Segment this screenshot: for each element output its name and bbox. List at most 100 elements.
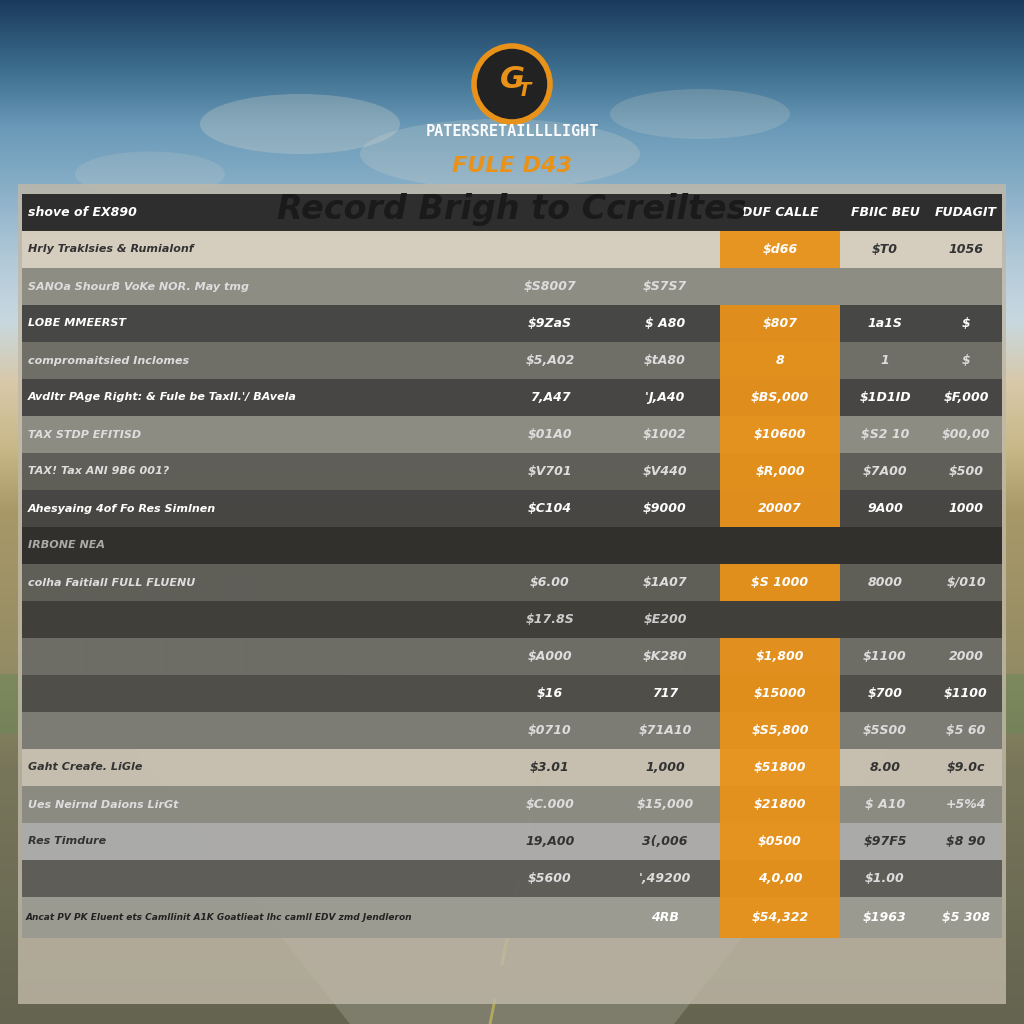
Bar [720,897,840,938]
Text: $A000: $A000 [527,650,572,663]
Bar [22,194,1002,231]
Text: compromaitsied Inclomes: compromaitsied Inclomes [28,355,189,366]
Text: $S5,800: $S5,800 [752,724,809,737]
Bar [22,268,1002,305]
Bar [22,490,1002,527]
Text: 1,000: 1,000 [645,761,685,774]
Text: $tA80: $tA80 [644,354,686,367]
Bar [720,490,840,527]
Text: 'J,A40: 'J,A40 [645,391,685,404]
Bar [720,675,840,712]
Text: $S7S7: $S7S7 [643,280,687,293]
Bar [22,675,1002,712]
Bar [720,453,840,490]
Circle shape [474,46,550,122]
Text: 2000: 2000 [948,650,983,663]
Text: 8: 8 [775,354,784,367]
Ellipse shape [200,94,400,154]
Text: Avdltr PAge Right: & Fule be TaxIl.'/ BAvela: Avdltr PAge Right: & Fule be TaxIl.'/ BA… [28,392,297,402]
Bar [0,674,350,734]
Text: Gaht Creafe. LiGle: Gaht Creafe. LiGle [28,763,142,772]
Text: $ A80: $ A80 [645,317,685,330]
Text: $9000: $9000 [643,502,687,515]
Text: Ahesyaing 4of Fo Res Simlnen: Ahesyaing 4of Fo Res Simlnen [28,504,216,513]
Text: 20007: 20007 [758,502,802,515]
Text: $6.00: $6.00 [530,575,570,589]
Text: $S2 10: $S2 10 [861,428,909,441]
Text: Hrly Traklsies & Rumialonf: Hrly Traklsies & Rumialonf [28,245,194,255]
Text: 1: 1 [881,354,890,367]
FancyBboxPatch shape [18,184,1006,1004]
Text: FBIIC BEU: FBIIC BEU [851,206,920,219]
Polygon shape [74,674,950,1024]
Text: $00,00: $00,00 [942,428,990,441]
Text: $1,800: $1,800 [756,650,804,663]
Text: $T0: $T0 [872,243,898,256]
Text: shove of EX890: shove of EX890 [28,206,137,219]
Text: 1000: 1000 [948,502,983,515]
Text: $d66: $d66 [763,243,798,256]
Text: Record Brigh to Ccreiltes: Record Brigh to Ccreiltes [278,193,746,225]
Text: $1100: $1100 [944,687,988,700]
Text: $807: $807 [763,317,798,330]
Bar [22,601,1002,638]
Bar [720,305,840,342]
Text: 4,0,00: 4,0,00 [758,872,802,885]
Text: $1002: $1002 [643,428,687,441]
Text: $3.01: $3.01 [530,761,570,774]
Text: $15,000: $15,000 [636,798,693,811]
Text: DUF CALLE: DUF CALLE [741,206,818,219]
Text: colha Faitiall FULL FLUENU: colha Faitiall FULL FLUENU [28,578,196,588]
Text: SANOa ShourB VoKe NOR. May tmg: SANOa ShourB VoKe NOR. May tmg [28,282,249,292]
Text: $0710: $0710 [528,724,571,737]
Text: 1056: 1056 [948,243,983,256]
Text: $7A00: $7A00 [862,465,907,478]
Text: $C.000: $C.000 [525,798,574,811]
Text: $V701: $V701 [527,465,572,478]
Text: $15000: $15000 [754,687,806,700]
Bar [22,527,1002,564]
Text: G: G [500,66,524,94]
Bar [22,823,1002,860]
Text: 717: 717 [652,687,678,700]
Bar [674,674,1024,734]
Text: 7,A47: 7,A47 [529,391,570,404]
Text: $5 60: $5 60 [946,724,986,737]
Text: $C104: $C104 [528,502,572,515]
Text: $: $ [962,354,971,367]
Text: +5%4: +5%4 [946,798,986,811]
Bar [22,342,1002,379]
Text: Ues Neirnd Daions LirGt: Ues Neirnd Daions LirGt [28,800,178,810]
Bar [720,342,840,379]
Text: ',49200: ',49200 [639,872,691,885]
Text: $51800: $51800 [754,761,806,774]
Text: $1.00: $1.00 [865,872,905,885]
Text: 1a1S: 1a1S [867,317,902,330]
Text: LOBE MMEERST: LOBE MMEERST [28,318,126,329]
Bar [22,786,1002,823]
Text: $97F5: $97F5 [863,835,906,848]
Bar [720,416,840,453]
Bar [720,749,840,786]
Text: $V440: $V440 [643,465,687,478]
Text: $1A07: $1A07 [643,575,687,589]
Text: TAX! Tax ANI 9B6 001?: TAX! Tax ANI 9B6 001? [28,467,169,476]
Text: $500: $500 [948,465,983,478]
Bar [720,860,840,897]
Bar [22,453,1002,490]
Text: $5,A02: $5,A02 [525,354,574,367]
Bar [22,416,1002,453]
Bar [720,638,840,675]
Text: Ancat PV PK Eluent ets Camllinit A1K Goatlieat lhc camll EDV zmd Jendleron: Ancat PV PK Eluent ets Camllinit A1K Goa… [26,913,413,922]
Text: IRBONE NEA: IRBONE NEA [28,541,105,551]
Text: $71A10: $71A10 [638,724,691,737]
Text: $5600: $5600 [528,872,571,885]
Text: $F,000: $F,000 [943,391,989,404]
Bar [22,231,1002,268]
Bar [720,712,840,749]
Text: $1963: $1963 [863,911,907,924]
Text: 8000: 8000 [867,575,902,589]
Text: $17.8S: $17.8S [525,613,574,626]
Text: $S8007: $S8007 [523,280,577,293]
Bar [22,305,1002,342]
